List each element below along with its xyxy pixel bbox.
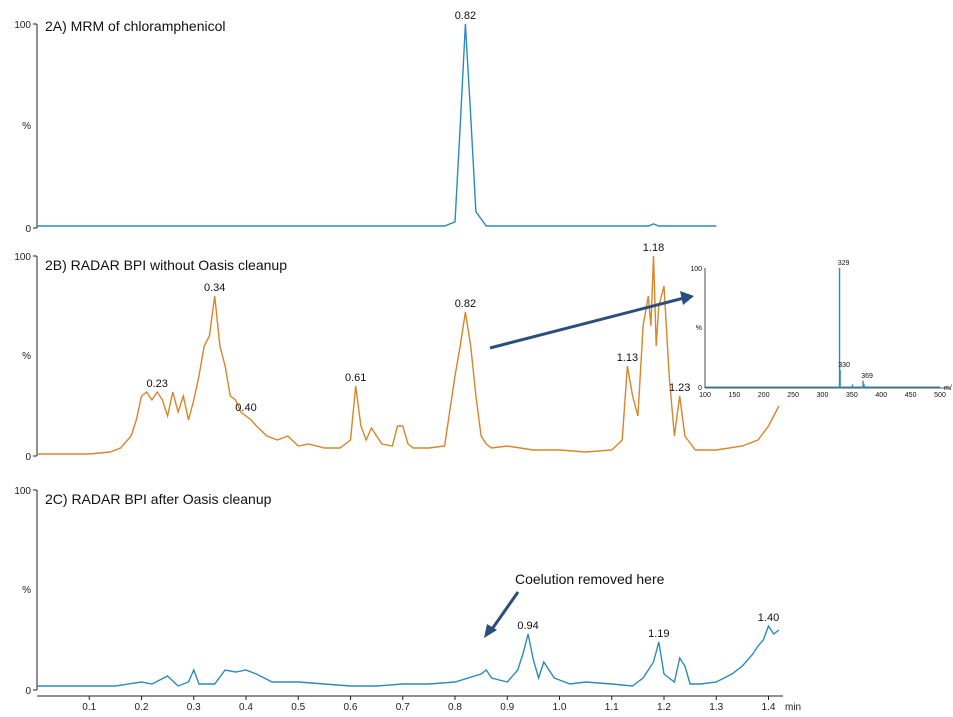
x-axis-tick-label: 0.6 bbox=[344, 702, 358, 713]
panel-2a-y-tick-percent: % bbox=[22, 121, 31, 132]
panel-2b-peak-label: 1.23 bbox=[669, 382, 690, 394]
inset-y-tick-0: 0 bbox=[698, 385, 702, 392]
panel-2c-trace bbox=[37, 624, 780, 687]
panel-2a-y-tick-100: 100 bbox=[14, 20, 31, 31]
inset-x-tick-label: 100 bbox=[699, 392, 711, 399]
panel-2b-peak-label: 0.61 bbox=[345, 372, 366, 384]
inset-peak-label: 330 bbox=[838, 362, 850, 369]
x-axis-tick-label: 1.4 bbox=[762, 702, 776, 713]
coelution-arrow-head bbox=[484, 624, 497, 638]
panel-2b-trace bbox=[37, 255, 780, 455]
x-axis-tick-label: 1.3 bbox=[709, 702, 723, 713]
coelution-arrow bbox=[488, 591, 520, 633]
x-axis-tick-label: 1.2 bbox=[657, 702, 671, 713]
panel-2a: 2A) MRM of chloramphenicol 100 % 0 0.82 bbox=[14, 10, 717, 235]
x-axis-tick-label: 0.9 bbox=[500, 702, 514, 713]
x-axis-tick-label: 0.8 bbox=[448, 702, 462, 713]
panel-2b-peak-label: 1.18 bbox=[643, 242, 664, 254]
inset-x-tick-label: 200 bbox=[758, 392, 770, 399]
x-axis-tick-label: 0.1 bbox=[82, 702, 96, 713]
inset-x-tick-label: 450 bbox=[905, 392, 917, 399]
panel-2c-peak-label: 0.94 bbox=[517, 620, 538, 632]
panel-2b-peak-label: 0.34 bbox=[204, 282, 225, 294]
x-axis-tick-label: 0.5 bbox=[291, 702, 305, 713]
panel-2c-y-tick-100: 100 bbox=[14, 486, 31, 497]
panel-2a-title: 2A) MRM of chloramphenicol bbox=[45, 18, 226, 34]
coelution-annotation-text: Coelution removed here bbox=[515, 571, 665, 587]
panel-2c-peak-label: 1.19 bbox=[648, 628, 669, 640]
inset-x-tick-label: 350 bbox=[846, 392, 858, 399]
inset-x-tick-label: 150 bbox=[729, 392, 741, 399]
panel-2c-peak-label: 1.40 bbox=[758, 612, 779, 624]
panel-2b: 2B) RADAR BPI without Oasis cleanup 100 … bbox=[14, 242, 780, 463]
inset-y-tick-100: 100 bbox=[690, 266, 702, 273]
spectrum-arrow bbox=[489, 296, 685, 350]
inset-x-tick-label: 400 bbox=[875, 392, 887, 399]
panel-2a-trace bbox=[37, 23, 717, 227]
inset-peak-label: 329 bbox=[838, 260, 850, 267]
x-axis: min 0.1 0.2 0.3 0.4 0.5 0.6 0.7 0.8 0.9 1.0 1.1 1.2… bbox=[37, 695, 801, 713]
panel-2b-peak-label: 0.82 bbox=[455, 298, 476, 310]
panel-2b-y-tick-percent: % bbox=[22, 351, 31, 362]
inset-mass-spectrum: 100 % 0 m/ 100 150 200 250 300 350 400 450 500 3… bbox=[690, 260, 952, 399]
inset-x-tick-label: 300 bbox=[817, 392, 829, 399]
x-axis-tick-label: 0.4 bbox=[239, 702, 253, 713]
panel-2c-y-tick-percent: % bbox=[22, 585, 31, 596]
panel-2c-y-tick-0: 0 bbox=[25, 686, 31, 697]
inset-peak-label: 369 bbox=[861, 373, 873, 380]
x-axis-tick-label: 1.0 bbox=[553, 702, 567, 713]
panel-2b-peak-label: 0.23 bbox=[146, 378, 167, 390]
inset-x-unit: m/ bbox=[944, 385, 952, 392]
panel-2b-peak-label: 0.40 bbox=[235, 402, 256, 414]
x-axis-tick-label: 0.7 bbox=[396, 702, 410, 713]
inset-y-tick-percent: % bbox=[696, 325, 702, 332]
panel-2a-peak-label: 0.82 bbox=[455, 10, 476, 22]
panel-2b-title: 2B) RADAR BPI without Oasis cleanup bbox=[45, 257, 287, 273]
x-axis-tick-label: 1.1 bbox=[605, 702, 619, 713]
panel-2c-title: 2C) RADAR BPI after Oasis cleanup bbox=[45, 491, 272, 507]
panel-2b-y-tick-100: 100 bbox=[14, 252, 31, 263]
x-axis-tick-label: 0.2 bbox=[135, 702, 149, 713]
spectrum-arrow-head bbox=[680, 291, 694, 305]
inset-x-tick-label: 250 bbox=[787, 392, 799, 399]
panel-2b-y-tick-0: 0 bbox=[25, 452, 31, 463]
inset-x-tick-label: 500 bbox=[934, 392, 946, 399]
x-axis-tick-label: 0.3 bbox=[187, 702, 201, 713]
panel-2a-y-tick-0: 0 bbox=[25, 224, 31, 235]
panel-2c: 2C) RADAR BPI after Oasis cleanup 100 % … bbox=[14, 486, 780, 697]
panel-2b-peak-label: 1.13 bbox=[617, 352, 638, 364]
x-axis-unit: min bbox=[785, 702, 801, 713]
